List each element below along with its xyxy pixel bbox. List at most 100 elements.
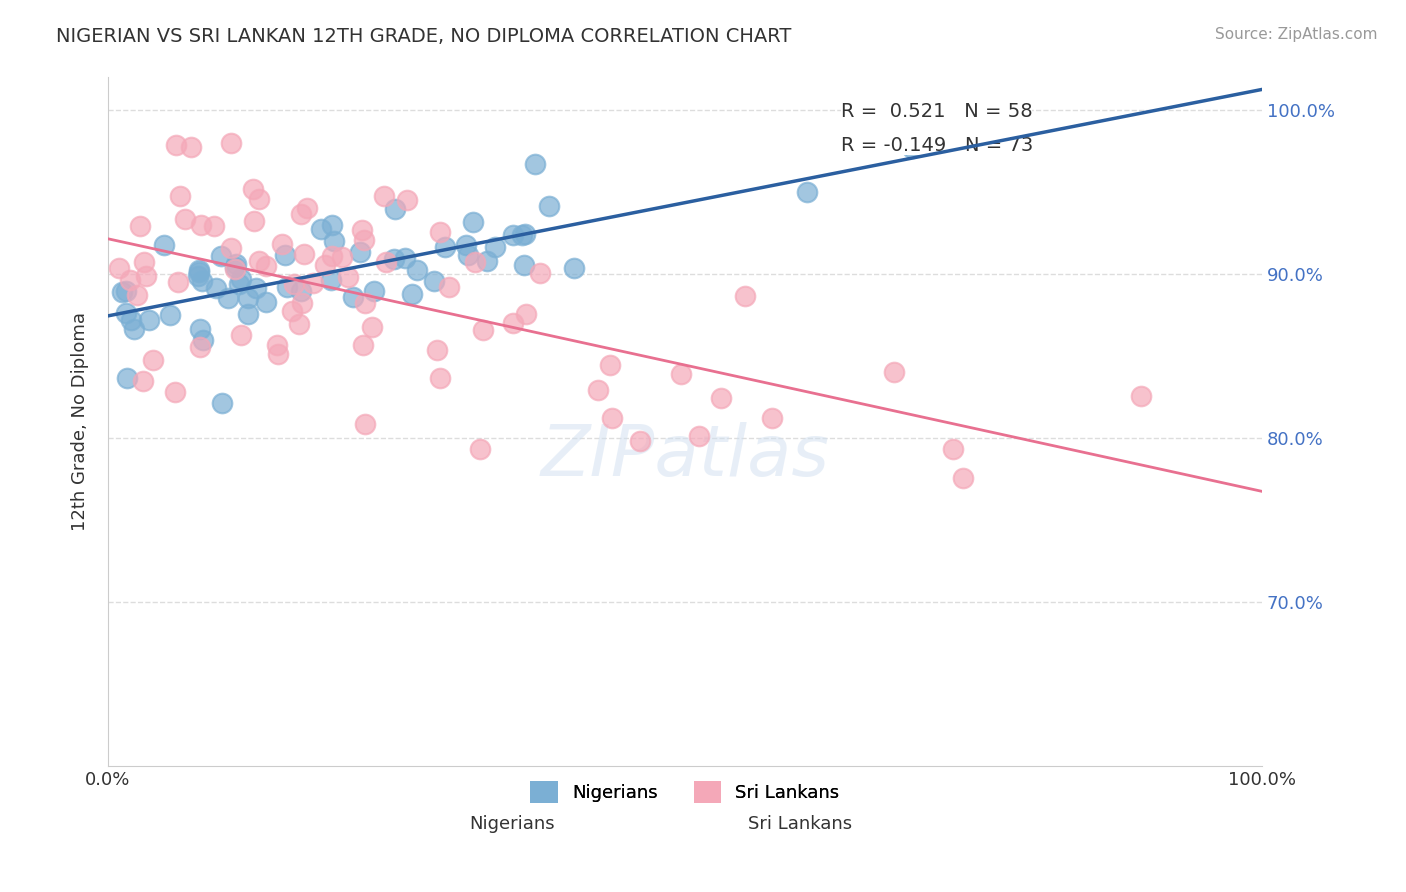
Nigerians — [159, 308, 181, 322]
Sri Lankans — [243, 214, 266, 228]
Nigerians — [191, 333, 214, 347]
Sri Lankans — [468, 442, 491, 456]
Sri Lankans — [395, 193, 418, 207]
Nigerians — [152, 237, 174, 252]
Sri Lankans — [352, 338, 374, 352]
Sri Lankans — [688, 429, 710, 443]
Nigerians — [423, 274, 446, 288]
Sri Lankans — [267, 347, 290, 361]
Sri Lankans — [174, 211, 197, 226]
Nigerians — [209, 249, 232, 263]
Sri Lankans — [169, 189, 191, 203]
Nigerians — [524, 157, 547, 171]
Text: Sri Lankans: Sri Lankans — [748, 814, 852, 832]
Sri Lankans — [290, 207, 312, 221]
Sri Lankans — [709, 391, 731, 405]
Nigerians — [115, 305, 138, 319]
Legend: Nigerians, Sri Lankans: Nigerians, Sri Lankans — [522, 772, 848, 813]
Sri Lankans — [429, 225, 451, 239]
Sri Lankans — [229, 328, 252, 343]
Nigerians — [394, 251, 416, 265]
Nigerians — [384, 202, 406, 217]
Sri Lankans — [134, 255, 156, 269]
Sri Lankans — [283, 277, 305, 292]
Nigerians — [477, 254, 499, 268]
Nigerians — [901, 141, 924, 155]
Nigerians — [120, 312, 142, 326]
Sri Lankans — [426, 343, 449, 358]
Nigerians — [236, 307, 259, 321]
Sri Lankans — [883, 365, 905, 379]
Nigerians — [138, 312, 160, 326]
Sri Lankans — [464, 254, 486, 268]
Nigerians — [321, 218, 343, 232]
Sri Lankans — [472, 323, 495, 337]
Nigerians — [513, 258, 536, 272]
Text: R =  0.521   N = 58: R = 0.521 N = 58 — [841, 102, 1032, 120]
Sri Lankans — [266, 338, 288, 352]
Sri Lankans — [321, 249, 343, 263]
Sri Lankans — [502, 316, 524, 330]
Sri Lankans — [515, 307, 537, 321]
Sri Lankans — [602, 411, 624, 425]
Nigerians — [382, 252, 405, 266]
Nigerians — [217, 291, 239, 305]
Nigerians — [238, 292, 260, 306]
Nigerians — [363, 284, 385, 298]
Nigerians — [191, 274, 214, 288]
Nigerians — [276, 280, 298, 294]
Sri Lankans — [353, 296, 375, 310]
Nigerians — [115, 284, 138, 298]
Nigerians — [204, 281, 226, 295]
Sri Lankans — [314, 258, 336, 272]
Nigerians — [322, 234, 344, 248]
Nigerians — [122, 322, 145, 336]
Nigerians — [225, 257, 247, 271]
Sri Lankans — [586, 383, 609, 397]
Text: NIGERIAN VS SRI LANKAN 12TH GRADE, NO DIPLOMA CORRELATION CHART: NIGERIAN VS SRI LANKAN 12TH GRADE, NO DI… — [56, 27, 792, 45]
Sri Lankans — [165, 138, 187, 153]
Sri Lankans — [942, 442, 965, 456]
Sri Lankans — [166, 275, 188, 289]
Sri Lankans — [219, 136, 242, 150]
Nigerians — [188, 322, 211, 336]
Sri Lankans — [671, 368, 693, 382]
Sri Lankans — [1130, 389, 1153, 403]
Sri Lankans — [247, 192, 270, 206]
Sri Lankans — [291, 295, 314, 310]
Nigerians — [229, 272, 252, 286]
Nigerians — [111, 285, 134, 299]
Sri Lankans — [337, 269, 360, 284]
Sri Lankans — [281, 304, 304, 318]
Sri Lankans — [375, 255, 398, 269]
Sri Lankans — [202, 219, 225, 233]
Nigerians — [456, 238, 478, 252]
Sri Lankans — [350, 223, 373, 237]
Nigerians — [349, 245, 371, 260]
Nigerians — [342, 290, 364, 304]
Sri Lankans — [373, 189, 395, 203]
Sri Lankans — [190, 218, 212, 232]
Sri Lankans — [292, 247, 315, 261]
Sri Lankans — [132, 374, 155, 388]
Sri Lankans — [361, 320, 384, 334]
Sri Lankans — [330, 251, 353, 265]
Sri Lankans — [128, 219, 150, 233]
Text: Nigerians: Nigerians — [470, 814, 555, 832]
Sri Lankans — [135, 269, 157, 284]
Sri Lankans — [188, 340, 211, 354]
Sri Lankans — [288, 317, 311, 331]
Nigerians — [274, 247, 297, 261]
Sri Lankans — [354, 417, 377, 432]
Y-axis label: 12th Grade, No Diploma: 12th Grade, No Diploma — [72, 312, 89, 532]
Nigerians — [228, 277, 250, 291]
Sri Lankans — [125, 288, 148, 302]
Sri Lankans — [437, 280, 460, 294]
Nigerians — [187, 268, 209, 283]
Nigerians — [406, 263, 429, 277]
Nigerians — [254, 294, 277, 309]
Sri Lankans — [628, 434, 651, 449]
Nigerians — [290, 284, 312, 298]
Sri Lankans — [429, 371, 451, 385]
Sri Lankans — [295, 201, 318, 215]
